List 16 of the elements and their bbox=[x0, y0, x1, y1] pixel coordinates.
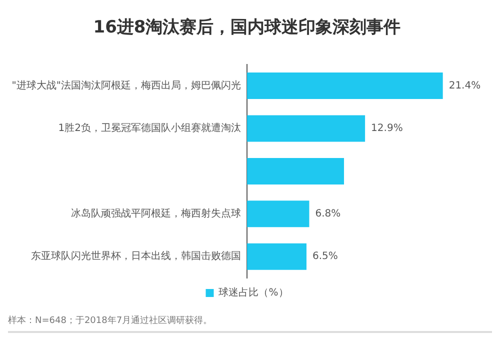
bar bbox=[247, 115, 366, 142]
data-label: 21.4% bbox=[448, 80, 481, 92]
bar bbox=[247, 243, 306, 270]
data-label: 12.9% bbox=[371, 123, 403, 134]
y-tick-label: 1胜2负，卫冕冠军德国队小组赛就遭淘汰 bbox=[58, 122, 241, 134]
bar bbox=[247, 200, 310, 228]
bar bbox=[247, 72, 443, 100]
y-tick-label: "进球大战"法国淘汰阿根廷，梅西出局，姆巴佩闪光 bbox=[12, 79, 241, 92]
data-label: 6.8% bbox=[315, 208, 341, 220]
text: 样本：N=648；于2018年7月通过社区调研获得。 bbox=[8, 314, 492, 333]
y-tick-label: 东亚球队闪光世界杯，日本出线，韩国击败德国 bbox=[31, 250, 241, 262]
legend-label: 球迷占比（%） bbox=[218, 286, 288, 299]
bar bbox=[247, 158, 344, 184]
data-label: 6.5% bbox=[312, 251, 338, 262]
y-tick-label: 冰岛队顽强战平阿根廷，梅西射失点球 bbox=[71, 208, 241, 220]
chart-title: 16进8淘汰赛后，国内球迷印象深刻事件 bbox=[93, 18, 401, 38]
